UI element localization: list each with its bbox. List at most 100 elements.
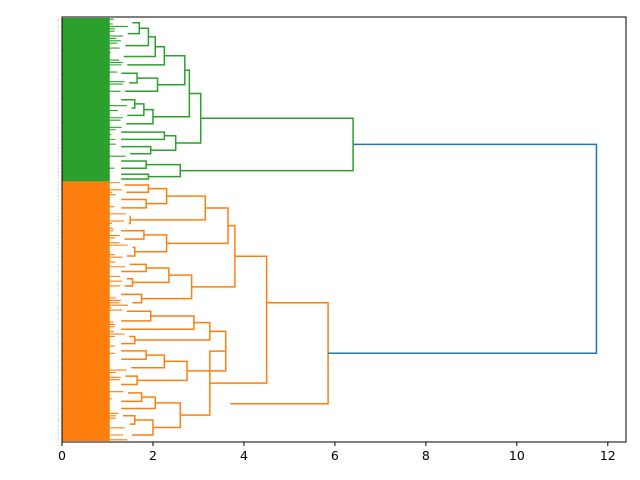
leaf-label: · (57, 173, 59, 179)
leaf-label: · (57, 293, 59, 299)
merge-g18 (146, 163, 182, 178)
leaf-label: · (57, 58, 59, 64)
merge-g12 (121, 131, 166, 141)
merge-g14 (150, 135, 177, 151)
merge-o2 (121, 198, 147, 209)
axes-frame (61, 16, 627, 443)
leaf-label: · (57, 24, 59, 30)
leaf-label: · (57, 70, 59, 76)
leaf-label: · (57, 437, 59, 443)
merge-o23 (137, 360, 188, 382)
leaf-label: · (57, 101, 59, 107)
leaf-label: · (57, 348, 59, 354)
leaf-label: · (57, 171, 59, 177)
leaf-label: · (57, 305, 59, 311)
leaf-label: · (57, 89, 59, 95)
merge-o6 (121, 229, 145, 240)
leaf-label: · (57, 221, 59, 227)
orange-leaf-block (62, 181, 110, 441)
leaf-label: · (57, 365, 59, 371)
leaf-label: · (57, 41, 59, 47)
leaf-label: · (57, 223, 59, 229)
leaf-label: · (57, 257, 59, 263)
leaf-label: · (57, 183, 59, 189)
leaf-label: · (57, 288, 59, 294)
leaf-label: · (57, 399, 59, 405)
merge-g10 (126, 108, 154, 125)
leaf-label: · (57, 353, 59, 359)
leaf-label: · (57, 19, 59, 25)
leaf-label: · (57, 60, 59, 66)
leaf-label: · (57, 29, 59, 35)
leaf-label: · (57, 336, 59, 342)
leaf-label: · (57, 401, 59, 407)
x-tick-label: 0 (58, 448, 66, 463)
leaf-label: · (57, 199, 59, 205)
leaf-label: · (57, 163, 59, 169)
leaf-label: · (57, 34, 59, 40)
leaf-label: · (57, 77, 59, 83)
leaf-label: · (57, 120, 59, 126)
merge-g7 (157, 55, 186, 86)
leaf-label: · (57, 43, 59, 49)
leaf-label: · (57, 317, 59, 323)
leaf-label: · (57, 135, 59, 141)
leaf-label: · (57, 389, 59, 395)
leaf-label: · (57, 175, 59, 181)
leaf-label: · (57, 139, 59, 145)
leaf-label: · (57, 26, 59, 32)
leaf-label: · (57, 387, 59, 393)
x-tick-label: 4 (240, 448, 248, 463)
leaf-label: · (57, 411, 59, 417)
leaf-label: · (57, 428, 59, 434)
leaf-label: · (57, 216, 59, 222)
leaf-label: · (57, 82, 59, 88)
x-tick-label: 12 (600, 448, 616, 463)
leaf-label: · (57, 373, 59, 379)
merge-o5 (130, 195, 207, 221)
leaf-label: · (57, 418, 59, 424)
merge-g2 (125, 27, 150, 47)
merge-o12 (132, 267, 170, 284)
leaf-label: · (57, 204, 59, 210)
merge-g15 (175, 92, 202, 144)
leaf-label: · (57, 409, 59, 415)
leaf-label: · (57, 308, 59, 314)
leaf-label: · (57, 243, 59, 249)
leaf-label: · (57, 187, 59, 193)
leaf-label: · (57, 385, 59, 391)
merge-o20 (121, 350, 147, 361)
merge-o16 (121, 310, 152, 322)
leaf-label: · (57, 298, 59, 304)
merge-o9 (166, 207, 229, 245)
merge-o8 (134, 234, 168, 253)
leaf-label: · (57, 161, 59, 167)
leaf-label: · (57, 197, 59, 203)
leaf-label: · (57, 87, 59, 93)
leaf-label: · (57, 406, 59, 412)
leaf-label: · (57, 211, 59, 217)
merge-o11 (124, 278, 134, 287)
merge-o27 (123, 415, 136, 425)
leaf-label: · (57, 74, 59, 80)
leaf-label: · (57, 113, 59, 119)
merge-g9 (127, 103, 145, 117)
merge-o17 (121, 315, 195, 330)
leaf-label: · (57, 154, 59, 160)
merge-g16 (121, 160, 147, 169)
link-layer (121, 22, 598, 436)
merge-o29 (152, 402, 182, 429)
merge-g17 (121, 173, 150, 180)
leaf-label: · (57, 67, 59, 73)
merge-o3 (146, 187, 168, 205)
leaf-label: · (57, 228, 59, 234)
x-tick-label: 6 (331, 448, 339, 463)
merge-o26 (121, 396, 156, 410)
leaf-label: · (57, 238, 59, 244)
leaf-label: · (57, 48, 59, 54)
leaf-label: · (57, 142, 59, 148)
leaf-label: · (57, 132, 59, 138)
leaf-label: · (57, 425, 59, 431)
leaf-label: · (57, 413, 59, 419)
